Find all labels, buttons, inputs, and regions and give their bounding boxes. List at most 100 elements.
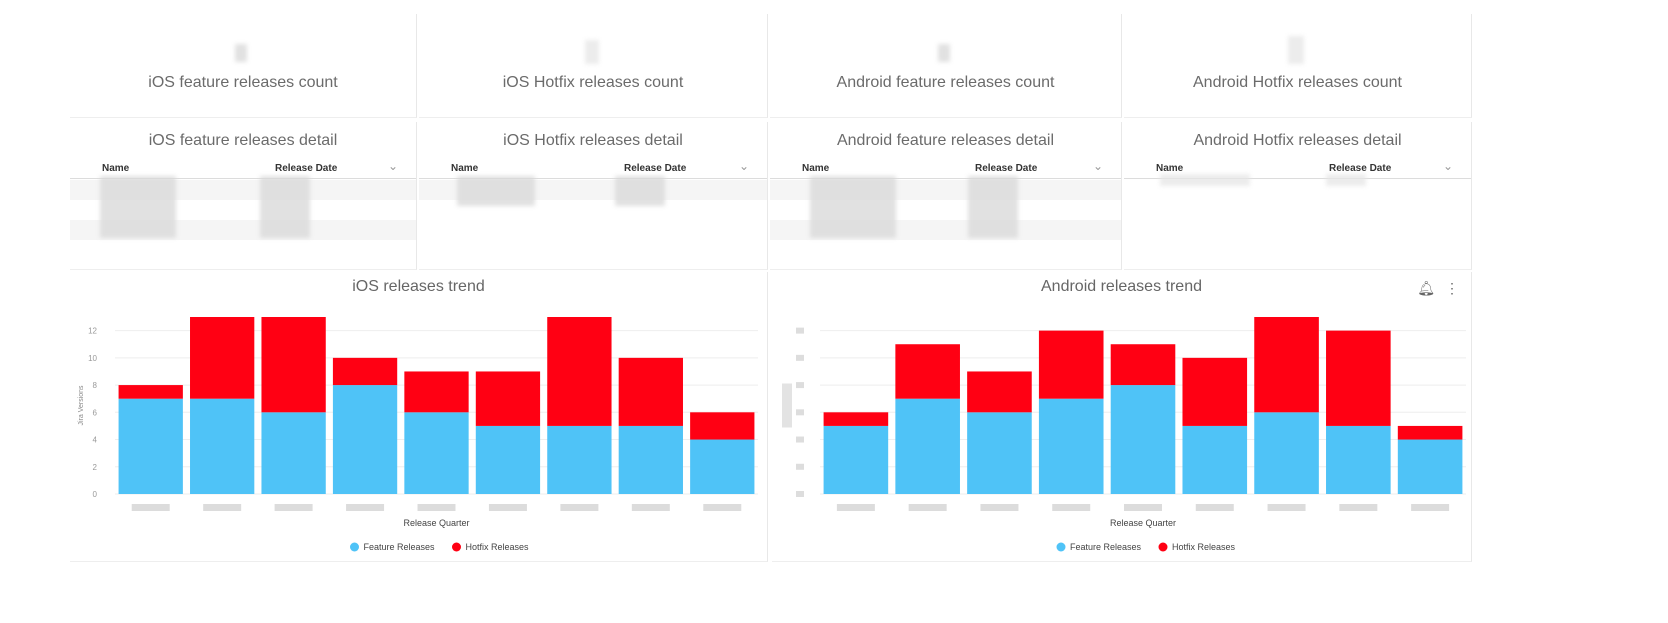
y-tick-label: 2 (93, 463, 98, 472)
chevron-down-icon[interactable]: ⌄ (1092, 159, 1103, 173)
count-tile-ios-feature: iOS feature releases count (70, 14, 417, 118)
bar-hotfix-release[interactable] (1110, 344, 1176, 386)
bar-feature-release[interactable] (1254, 412, 1319, 494)
legend-feature-marker[interactable] (1056, 542, 1066, 552)
bar-feature-release[interactable] (1397, 439, 1463, 494)
x-tick-label-blurred (488, 504, 527, 511)
detail-tile-title: iOS Hotfix releases detail (503, 132, 683, 149)
column-header-release-date[interactable]: Release Date (275, 163, 338, 174)
x-tick-label-blurred (1124, 504, 1162, 511)
bar-feature-release[interactable] (823, 425, 889, 494)
bar-hotfix-release[interactable] (547, 317, 612, 426)
bar-feature-release[interactable] (190, 398, 255, 494)
bar-hotfix-release[interactable] (1326, 330, 1391, 426)
bar-feature-release[interactable] (967, 412, 1032, 494)
count-value-blurred (938, 44, 950, 62)
column-header-release-date[interactable]: Release Date (624, 163, 687, 174)
bar-feature-release[interactable] (690, 439, 755, 494)
column-header-name[interactable]: Name (1156, 163, 1184, 174)
chevron-down-icon[interactable]: ⌄ (387, 159, 398, 173)
x-axis-label: Release Quarter (403, 518, 469, 528)
legend-feature-label[interactable]: Feature Releases (364, 542, 436, 552)
bell-icon[interactable]: 🔔︎ (1417, 280, 1435, 296)
detail-tile-android-feature: Android feature releases detail Name Rel… (770, 122, 1122, 270)
more-vertical-icon[interactable]: ⋮ (1445, 280, 1459, 296)
y-tick-label-blurred (796, 354, 804, 361)
x-tick-label-blurred (417, 504, 456, 511)
legend-feature-label[interactable]: Feature Releases (1070, 542, 1142, 552)
bar-feature-release[interactable] (261, 412, 326, 494)
y-tick-label-blurred (796, 382, 804, 389)
count-tile-title: Android feature releases count (836, 74, 1055, 91)
x-tick-label-blurred (560, 504, 599, 511)
column-header-name[interactable]: Name (451, 163, 479, 174)
bar-hotfix-release[interactable] (967, 371, 1032, 413)
count-tile-android-feature: Android feature releases count (770, 14, 1122, 118)
table-header: Name Release Date ⌄ (770, 159, 1121, 179)
table-cell-blurred (968, 176, 1018, 238)
y-axis-label-blurred (782, 383, 792, 428)
column-header-name[interactable]: Name (102, 163, 130, 174)
bar-hotfix-release[interactable] (190, 317, 255, 399)
legend-hotfix-marker[interactable] (1158, 542, 1168, 552)
x-tick-label-blurred (274, 504, 313, 511)
bar-hotfix-release[interactable] (332, 357, 398, 386)
table-header: Name Release Date ⌄ (1124, 159, 1471, 179)
bar-hotfix-release[interactable] (1397, 425, 1463, 440)
bar-hotfix-release[interactable] (118, 385, 183, 399)
bar-feature-release[interactable] (1110, 385, 1176, 494)
bar-hotfix-release[interactable] (895, 344, 960, 399)
bar-feature-release[interactable] (895, 398, 960, 494)
bar-feature-release[interactable] (1038, 398, 1104, 494)
bar-hotfix-release[interactable] (690, 412, 755, 440)
bar-hotfix-release[interactable] (475, 371, 541, 426)
bar-feature-release[interactable] (547, 425, 612, 494)
chart-tile-ios-trend: iOS releases trend 0 2 4 6 8 10 12 Jira Version… (70, 272, 768, 562)
bar-feature-release[interactable] (404, 412, 469, 494)
y-axis-label: Jira Versions (78, 385, 85, 426)
y-tick-label: 10 (88, 354, 97, 363)
bar-feature-release[interactable] (332, 385, 398, 494)
bar-hotfix-release[interactable] (618, 357, 683, 426)
legend-hotfix-label[interactable]: Hotfix Releases (466, 542, 530, 552)
legend-hotfix-label[interactable]: Hotfix Releases (1172, 542, 1236, 552)
y-tick-label-blurred (796, 491, 804, 497)
table-cell-blurred (615, 176, 665, 206)
count-value-blurred (1288, 36, 1304, 64)
bar-hotfix-release[interactable] (1182, 357, 1248, 426)
detail-tile-title: Android feature releases detail (836, 132, 1055, 149)
x-tick-label-blurred (836, 504, 875, 511)
column-header-release-date[interactable]: Release Date (1329, 163, 1392, 174)
column-header-name[interactable]: Name (802, 163, 830, 174)
y-tick-label: 12 (88, 327, 97, 336)
bar-hotfix-release[interactable] (404, 371, 469, 413)
legend-feature-marker[interactable] (350, 542, 359, 552)
x-tick-label-blurred (1411, 504, 1450, 511)
table-cell-blurred (260, 176, 310, 238)
bar-feature-release[interactable] (1326, 425, 1391, 494)
chart-menu: 🔔︎ ⋮ (1407, 280, 1459, 297)
bar-hotfix-release[interactable] (1254, 317, 1319, 413)
x-tick-label-blurred (131, 504, 170, 511)
count-value-blurred (235, 44, 247, 62)
column-header-release-date[interactable]: Release Date (975, 163, 1038, 174)
chart-tile-android-trend: Android releases trend 🔔︎ ⋮ Release Quart… (772, 272, 1472, 562)
x-tick-label-blurred (346, 504, 385, 511)
y-tick-label: 6 (93, 408, 98, 417)
chevron-down-icon[interactable]: ⌄ (738, 159, 749, 173)
bar-hotfix-release[interactable] (261, 317, 326, 413)
detail-tile-android-hotfix: Android Hotfix releases detail Name Rele… (1124, 122, 1472, 270)
chart-title: iOS releases trend (352, 278, 485, 295)
x-tick-label-blurred (1267, 504, 1306, 511)
x-tick-label-blurred (908, 504, 947, 511)
legend-hotfix-marker[interactable] (452, 542, 461, 552)
bar-hotfix-release[interactable] (1038, 330, 1104, 399)
bar-feature-release[interactable] (118, 398, 183, 494)
bar-feature-release[interactable] (475, 425, 541, 494)
bar-hotfix-release[interactable] (823, 412, 889, 426)
bar-feature-release[interactable] (1182, 425, 1248, 494)
count-tile-android-hotfix: Android Hotfix releases count (1124, 14, 1472, 118)
bar-feature-release[interactable] (618, 425, 683, 494)
chevron-down-icon[interactable]: ⌄ (1442, 159, 1453, 173)
y-tick-label: 0 (93, 490, 98, 499)
